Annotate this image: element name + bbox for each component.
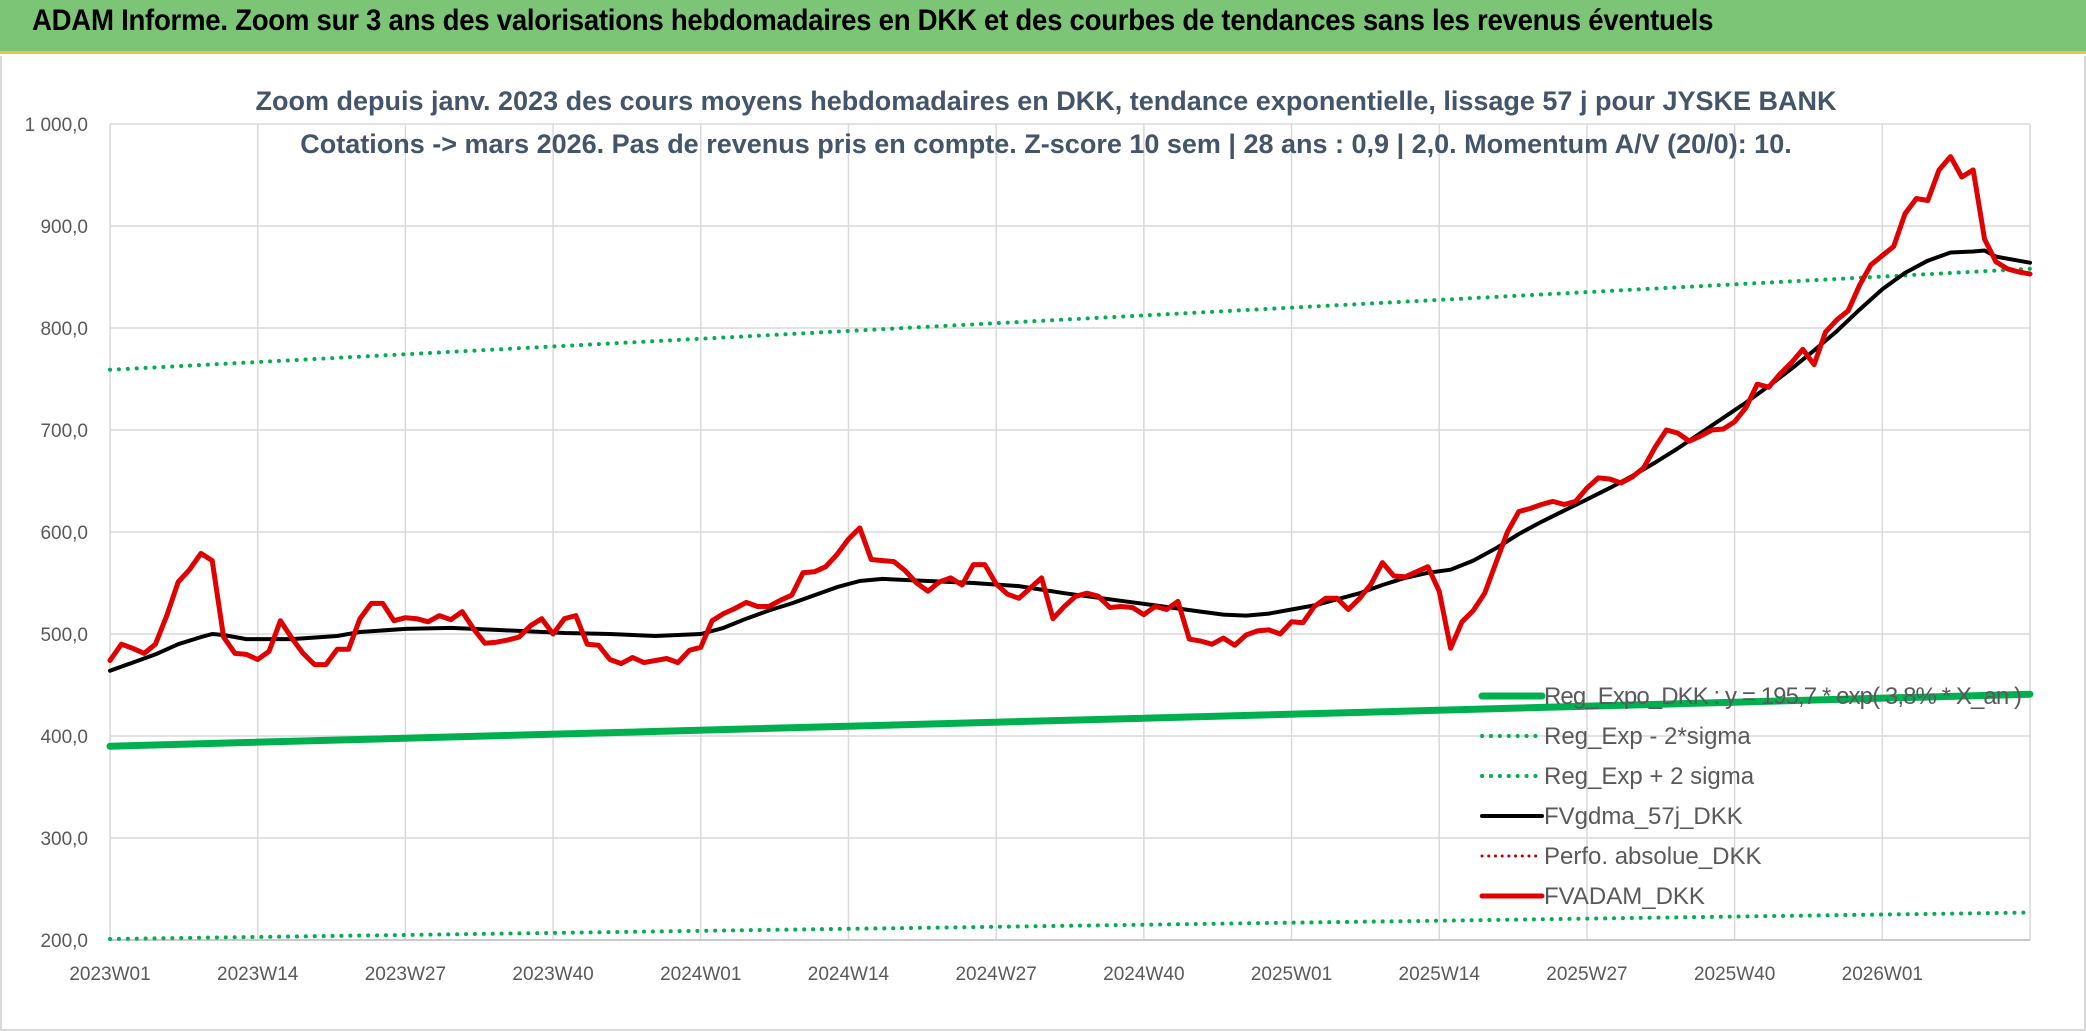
x-tick-label: 2024W14 bbox=[808, 964, 890, 985]
legend-entry-3: FVgdma_57j_DKK bbox=[1544, 803, 1743, 830]
x-tick-label: 2025W01 bbox=[1251, 964, 1332, 985]
legend-entry-2: Reg_Exp + 2 sigma bbox=[1544, 763, 1755, 790]
x-tick-label: 2024W27 bbox=[955, 964, 1036, 985]
y-tick-label: 800,0 bbox=[40, 319, 88, 340]
y-tick-label: 700,0 bbox=[40, 421, 88, 442]
legend-entry-4: Perfo. absolue_DKK bbox=[1544, 843, 1761, 870]
x-tick-label: 2025W40 bbox=[1694, 964, 1775, 985]
x-tick-label: 2025W27 bbox=[1546, 964, 1627, 985]
y-tick-label: 200,0 bbox=[40, 931, 88, 952]
series-line-1 bbox=[108, 910, 2032, 941]
report-title: ADAM Informe. Zoom sur 3 ans des valoris… bbox=[32, 4, 1714, 37]
y-tick-label: 1 000,0 bbox=[25, 115, 88, 136]
chart-title-line-1: Zoom depuis janv. 2023 des cours moyens … bbox=[256, 86, 1837, 116]
legend-entry-0: Reg_Expo_DKK : y = 195,7 * exp( 3,8% * X… bbox=[1544, 683, 2022, 710]
y-tick-label: 900,0 bbox=[40, 217, 88, 238]
legend: Reg_Expo_DKK : y = 195,7 * exp( 3,8% * X… bbox=[1478, 683, 2022, 910]
series-lines bbox=[106, 154, 2034, 941]
series-line-2 bbox=[108, 266, 2032, 372]
chart-title: Zoom depuis janv. 2023 des cours moyens … bbox=[256, 86, 1837, 159]
x-tick-label: 2023W40 bbox=[512, 964, 593, 985]
x-tick-label: 2023W14 bbox=[217, 964, 299, 985]
report-banner: ADAM Informe. Zoom sur 3 ans des valoris… bbox=[0, 0, 2086, 54]
y-tick-label: 500,0 bbox=[40, 625, 88, 646]
axes: 200,0 300,0 400,0 500,0 600,0 700,0 800,0 900,0… bbox=[25, 115, 2030, 985]
x-tick-label: 2024W40 bbox=[1103, 964, 1184, 985]
chart-frame bbox=[0, 56, 2086, 1031]
y-tick-label: 400,0 bbox=[40, 727, 88, 748]
y-tick-label: 300,0 bbox=[40, 829, 88, 850]
y-tick-label: 600,0 bbox=[40, 523, 88, 544]
grid bbox=[109, 123, 2031, 941]
series-line-3 bbox=[108, 248, 2032, 673]
x-tick-label: 2025W14 bbox=[1399, 964, 1481, 985]
series-line-5 bbox=[107, 154, 2033, 668]
series-line-0 bbox=[106, 690, 2034, 750]
legend-entry-1: Reg_Exp - 2*sigma bbox=[1544, 723, 1751, 750]
x-tick-label: 2026W01 bbox=[1842, 964, 1923, 985]
legend-entry-5: FVADAM_DKK bbox=[1544, 883, 1705, 910]
x-tick-label: 2023W27 bbox=[365, 964, 446, 985]
x-tick-label: 2023W01 bbox=[69, 964, 150, 985]
x-tick-label: 2024W01 bbox=[660, 964, 741, 985]
chart-title-line-2: Cotations -> mars 2026. Pas de revenus p… bbox=[300, 129, 1791, 159]
